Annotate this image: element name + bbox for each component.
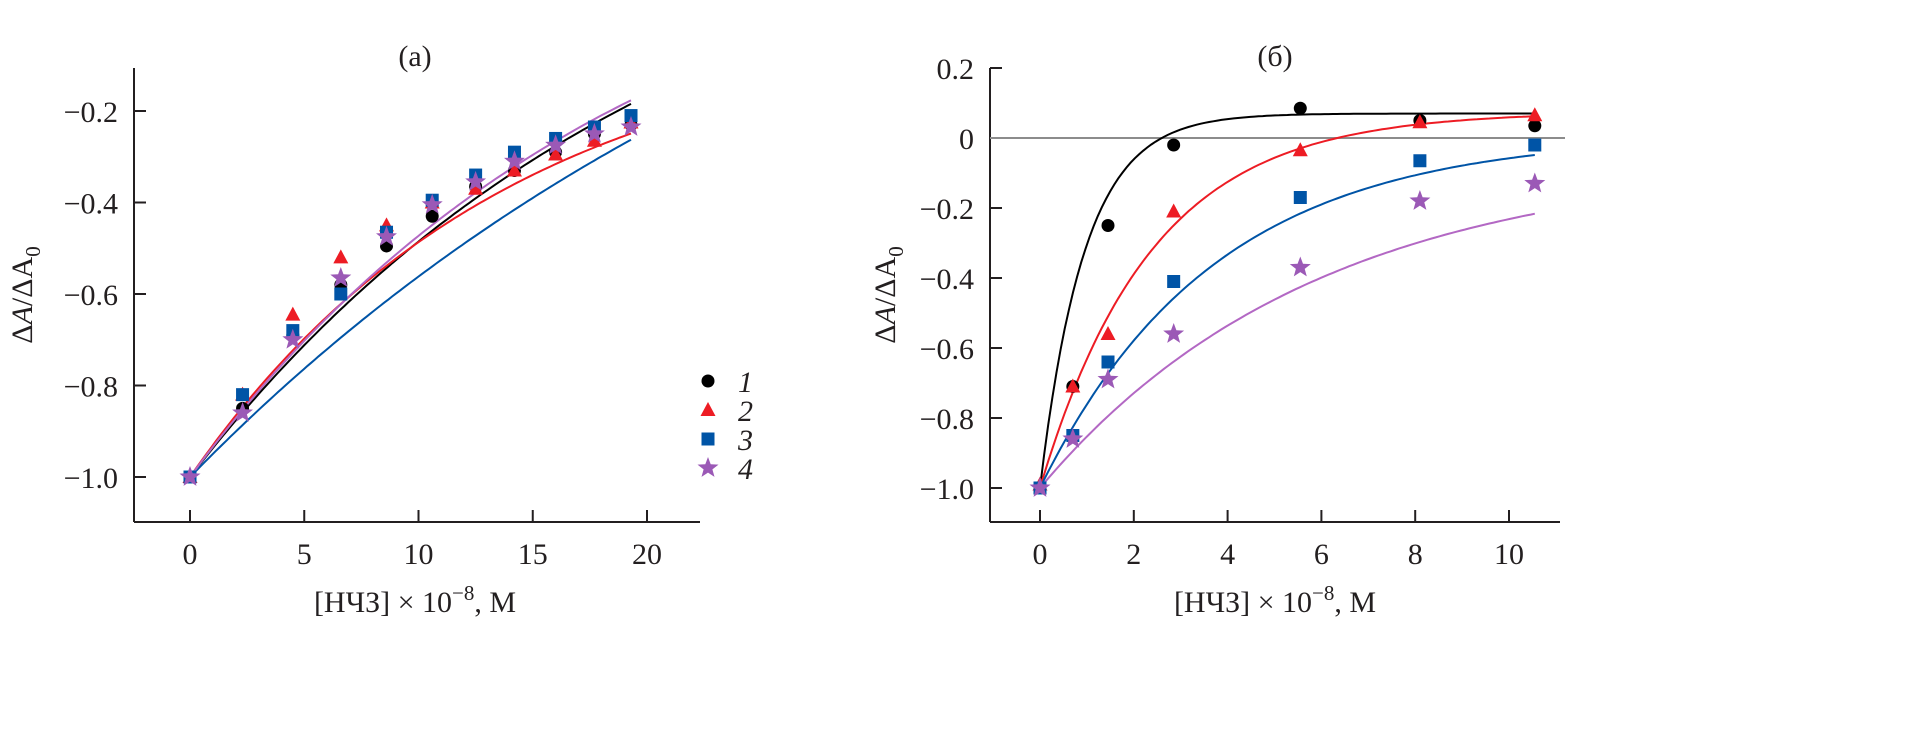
data-point-series-1 (1293, 101, 1307, 115)
data-point-series-2 (468, 180, 484, 195)
data-point-series-4 (465, 170, 487, 191)
data-point-series-4 (376, 225, 397, 246)
data-point-series-4 (504, 150, 525, 171)
data-point-series-4 (1409, 190, 1431, 210)
x-tick-label: 0 (1033, 538, 1048, 571)
data-point-series-4 (330, 267, 352, 287)
data-point-series-3 (1413, 154, 1427, 168)
panel-title: (a) (398, 40, 431, 73)
data-point-series-4 (1097, 368, 1119, 389)
x-tick-label: 6 (1314, 538, 1329, 571)
data-point-series-4 (584, 122, 605, 143)
panel-a: (a) 0 5 10 15 20 −1.0 −0.8 −0.6 −0.4 −0.2 [НЧЗ] × 1… (6, 40, 700, 619)
y-tick-label: −1.0 (920, 473, 974, 506)
legend-label: 4 (738, 453, 753, 486)
data-point-series-3 (1293, 191, 1307, 204)
x-tick-label: 20 (632, 538, 662, 571)
data-point-series-2 (1292, 142, 1308, 157)
x-tick-label: 15 (518, 538, 548, 571)
x-axis-title: [НЧЗ] × 10−8, М (314, 581, 516, 619)
data-point-series-4 (1524, 172, 1546, 193)
y-tick-label: −0.2 (920, 193, 974, 226)
legend-marker-2 (700, 402, 716, 416)
y-tick-label: −1.0 (64, 462, 118, 495)
y-tick-label: −0.8 (920, 403, 974, 436)
data-point-series-3 (236, 388, 250, 402)
data-point-series-3 (334, 287, 348, 301)
data-point-series-2 (506, 162, 522, 177)
data-point-series-2 (1166, 203, 1182, 218)
data-point-series-4 (1062, 428, 1084, 448)
data-point-series-3 (1528, 138, 1542, 152)
y-tick-label: 0 (959, 123, 974, 156)
legend-marker-1 (701, 374, 715, 388)
data-point-series-1 (425, 209, 439, 223)
data-point-series-4 (1029, 477, 1051, 497)
x-tick-label: 5 (297, 538, 312, 571)
data-point-series-1 (1528, 119, 1542, 133)
data-point-series-4 (282, 328, 304, 349)
x-tick-label: 8 (1408, 538, 1423, 571)
data-point-series-1 (1167, 138, 1181, 152)
fit-curve-series-4 (189, 99, 632, 478)
data-point-series-4 (545, 134, 567, 155)
y-tick-label: −0.2 (64, 96, 118, 129)
data-point-series-2 (1527, 107, 1543, 122)
data-point-series-4 (1289, 256, 1311, 277)
data-point-series-4 (232, 401, 253, 422)
x-tick-label: 10 (404, 538, 434, 571)
y-tick-label: −0.6 (64, 279, 118, 312)
data-point-series-4 (620, 116, 642, 136)
y-tick-label: −0.8 (64, 371, 118, 404)
panel-title: (б) (1257, 40, 1292, 73)
fit-curve-series-1 (1039, 112, 1535, 489)
data-point-series-4 (421, 193, 443, 214)
y-tick-label: −0.4 (64, 188, 118, 221)
x-tick-label: 10 (1494, 538, 1524, 571)
data-point-series-2 (1100, 326, 1116, 340)
legend-label: 2 (738, 395, 753, 428)
data-point-series-3 (624, 109, 638, 123)
data-point-series-2 (285, 306, 301, 321)
x-tick-label: 2 (1126, 538, 1141, 571)
fit-curve-series-2 (1039, 115, 1535, 489)
fit-curve-series-4 (1039, 212, 1536, 489)
x-tick-label: 0 (183, 538, 198, 571)
data-point-series-2 (333, 249, 349, 264)
y-axis-title: ΔA/ΔA0 (6, 246, 45, 343)
y-tick-label: 0.2 (937, 53, 975, 86)
legend-label: 1 (738, 366, 753, 399)
x-axis-title: [НЧЗ] × 10−8, М (1174, 581, 1376, 619)
fit-curve-series-2 (189, 132, 632, 478)
data-point-series-4 (179, 466, 201, 486)
legend-marker-4 (697, 457, 719, 477)
data-point-series-2 (586, 132, 602, 147)
legend-marker-3 (701, 432, 715, 446)
data-point-series-1 (1101, 219, 1115, 232)
legend-label: 3 (737, 424, 753, 457)
panel-b: (б) 0 2 4 6 8 10 −1.0 −0.8 −0.6 −0.4 −0.2 0 0.2 [НЧЗ] … (869, 40, 1565, 619)
data-point-series-2 (1065, 378, 1081, 393)
data-point-series-4 (1163, 323, 1185, 343)
fit-curve-series-3 (189, 138, 632, 478)
y-tick-label: −0.6 (920, 333, 974, 366)
data-point-series-3 (1167, 275, 1181, 288)
fit-curve-series-3 (1039, 154, 1535, 489)
y-tick-label: −0.4 (920, 263, 974, 296)
x-tick-label: 4 (1220, 538, 1235, 571)
data-point-series-3 (1101, 355, 1115, 369)
y-axis-title: ΔA/ΔA0 (869, 246, 908, 343)
data-point-series-2 (548, 146, 564, 161)
data-point-series-2 (1412, 114, 1428, 129)
